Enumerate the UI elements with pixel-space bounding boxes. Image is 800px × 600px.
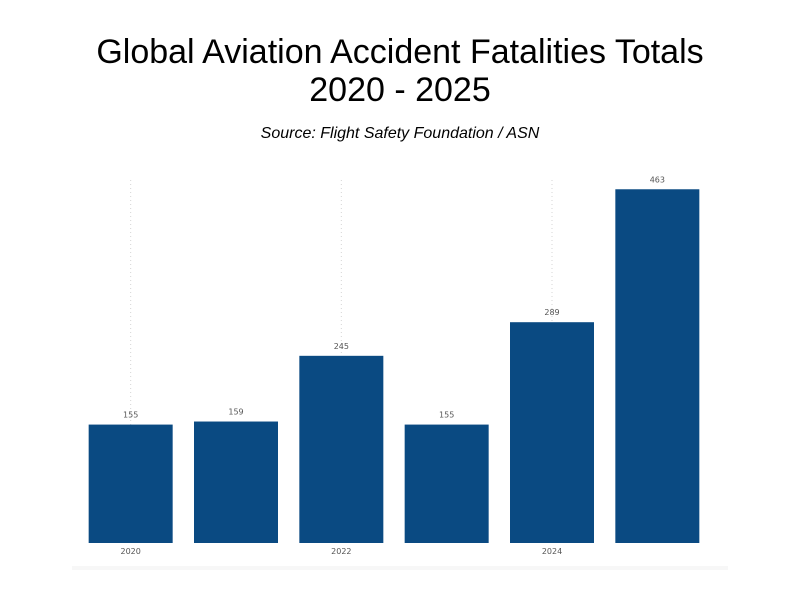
bar-2022 — [299, 355, 384, 543]
gridlines — [130, 180, 553, 543]
data-labels: 155 159 245 155 289 463 — [123, 175, 665, 419]
x-tick-label: 2020 — [120, 547, 140, 556]
x-tick-labels: 2020 2022 2024 — [120, 547, 562, 556]
chart-title: Global Aviation Accident Fatalities Tota… — [0, 33, 800, 109]
data-label: 289 — [544, 308, 559, 317]
bar-2023 — [404, 424, 489, 543]
x-tick-label: 2022 — [331, 547, 351, 556]
chart-title-line-2: 2020 - 2025 — [309, 71, 491, 109]
bar-2021 — [194, 421, 278, 543]
bar-2020 — [88, 424, 173, 543]
data-label: 155 — [439, 411, 454, 420]
chart-title-line-1: Global Aviation Accident Fatalities Tota… — [96, 33, 704, 71]
bar-2024 — [510, 322, 594, 543]
plot-bottom-strip — [72, 566, 728, 570]
data-label: 155 — [123, 411, 138, 420]
bars — [88, 189, 700, 543]
data-label: 245 — [334, 342, 349, 351]
bar-2025 — [615, 189, 700, 543]
x-tick-label: 2024 — [542, 547, 562, 556]
data-label: 159 — [228, 408, 243, 417]
data-label: 463 — [650, 175, 665, 184]
chart-subtitle: Source: Flight Safety Foundation / ASN — [260, 125, 540, 142]
